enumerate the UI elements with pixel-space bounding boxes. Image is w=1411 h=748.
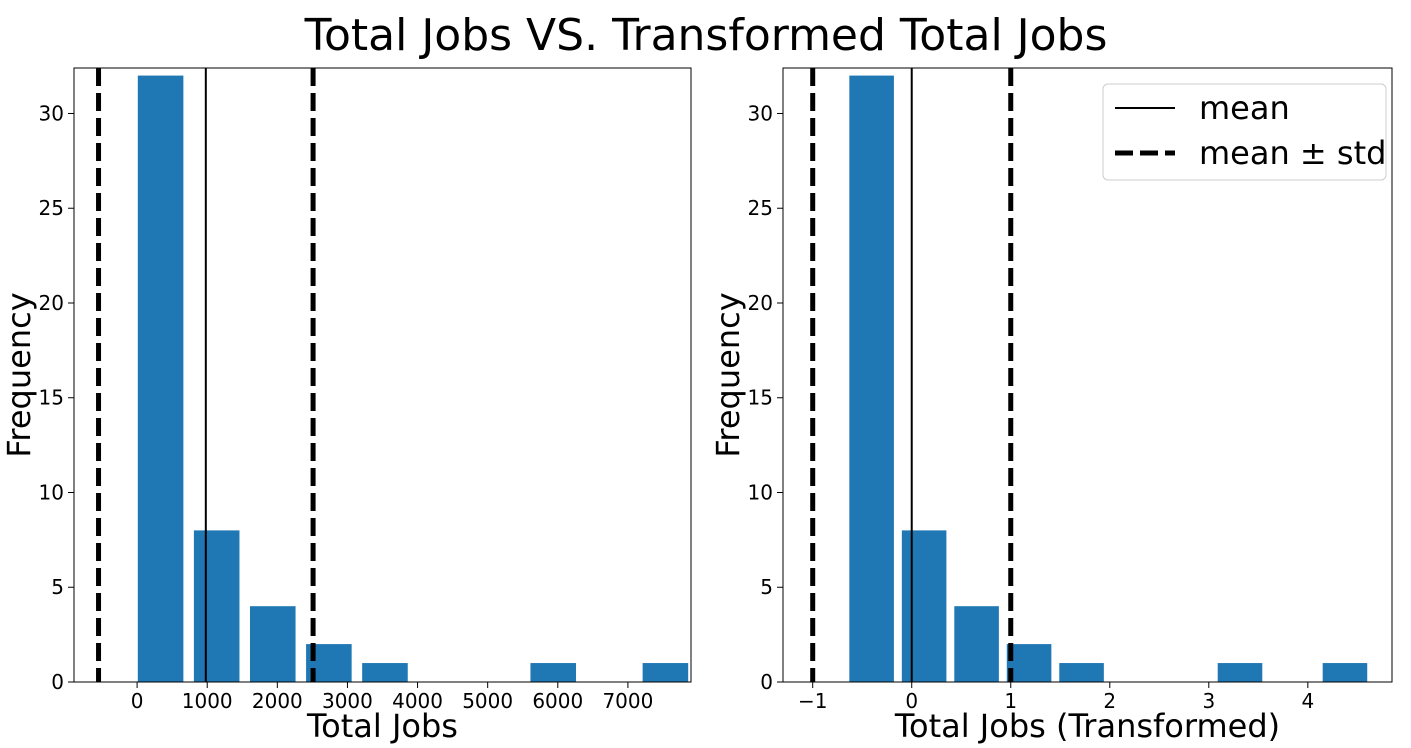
chart-1-xtick-label-7: 6000 — [532, 689, 583, 713]
chart-1-ylabel: Frequency — [0, 292, 38, 457]
chart-1-xtick-label-6: 5000 — [462, 689, 513, 713]
chart-2-ytick-label-2: 5 — [760, 575, 773, 599]
chart-1-ytick-label-6: 25 — [39, 196, 64, 220]
chart-1-xtick-label-2: 1000 — [182, 689, 233, 713]
chart-2-legend-label-2: mean ± std — [1199, 134, 1386, 172]
chart-2-bar-4 — [1006, 644, 1052, 682]
figure-title: Total Jobs VS. Transformed Total Jobs — [304, 10, 1108, 61]
chart-1-frame — [73, 67, 692, 683]
chart-1-xtick-label-4: 3000 — [322, 689, 373, 713]
chart-1-bar-6 — [530, 663, 577, 682]
chart-2-axes: −1 0 1 2 3 4 0 5 10 15 20 25 30 Total Jobs (Transform… — [709, 67, 1393, 745]
chart-1-xtick-label-3: 2000 — [252, 689, 303, 713]
chart-2-xtick-label-4: 2 — [1103, 689, 1116, 713]
chart-1-ytick-label-2: 5 — [51, 575, 64, 599]
chart-1-bar-7 — [642, 663, 689, 682]
chart-2-bar-1 — [849, 75, 894, 682]
chart-1-bar-3 — [249, 606, 296, 682]
chart-1-bar-5 — [362, 663, 408, 682]
chart-2-ytick-label-7: 30 — [748, 101, 773, 125]
chart-2-xlabel: Total Jobs (Transformed) — [894, 707, 1280, 745]
chart-2-legend: mean mean ± std — [1102, 83, 1387, 181]
chart-1-plot-area — [96, 68, 689, 682]
chart-2-xtick-label-1: −1 — [798, 689, 827, 713]
chart-2-xtick-label-5: 3 — [1202, 689, 1215, 713]
chart-1-ytick-label-5: 20 — [39, 291, 64, 315]
chart-2-ylabel: Frequency — [709, 292, 747, 457]
chart-2-ytick-label-3: 10 — [748, 480, 773, 504]
chart-2-plot-area — [810, 68, 1368, 682]
chart-2-ytick-label-6: 25 — [748, 196, 773, 220]
chart-2-ytick-label-4: 15 — [748, 386, 773, 410]
chart-1-ytick-label-3: 10 — [39, 480, 64, 504]
chart-1-xtick-label-1: 0 — [131, 689, 144, 713]
chart-2-legend-label-1: mean — [1199, 89, 1290, 127]
chart-2-bar-6 — [1217, 663, 1263, 682]
chart-2-xtick-label-3: 1 — [1004, 689, 1017, 713]
chart-1-xtick-label-8: 7000 — [602, 689, 653, 713]
chart-1-ytick-label-7: 30 — [39, 101, 64, 125]
chart-1-xlabel: Total Jobs — [306, 707, 458, 745]
chart-2-bar-5 — [1059, 663, 1104, 682]
chart-2-ytick-label-1: 0 — [760, 670, 773, 694]
chart-2-ytick-label-5: 20 — [748, 291, 773, 315]
chart-1-xtick-label-5: 4000 — [392, 689, 443, 713]
chart-2-xtick-label-2: 0 — [905, 689, 918, 713]
chart-2-bar-2 — [901, 530, 947, 682]
chart-1-axes: 0 1000 2000 3000 4000 5000 6000 7000 0 5 10 15 20 25 3… — [0, 67, 692, 745]
chart-1-bar-1 — [137, 75, 184, 682]
chart-1-bar-2 — [193, 530, 240, 682]
chart-2-xtick-label-6: 4 — [1301, 689, 1314, 713]
chart-2-bar-7 — [1322, 663, 1368, 682]
chart-1-ytick-label-1: 0 — [51, 670, 64, 694]
chart-2-bar-3 — [954, 606, 999, 682]
chart-1-ytick-label-4: 15 — [39, 386, 64, 410]
chart-2-frame — [782, 67, 1393, 683]
plots-layer: 0 1000 2000 3000 4000 5000 6000 700005101520253… — [0, 67, 1393, 745]
